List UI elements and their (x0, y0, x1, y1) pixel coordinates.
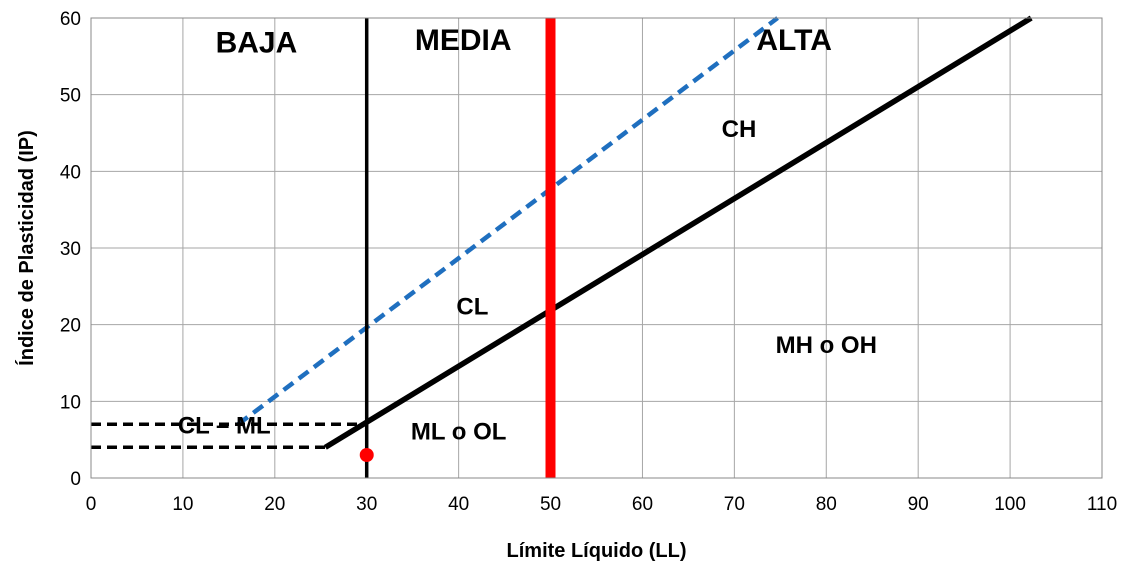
y-tick-label: 0 (70, 469, 81, 490)
x-tick-label: 40 (448, 494, 469, 515)
x-tick-label: 60 (632, 494, 653, 515)
x-tick-label: 20 (264, 494, 285, 515)
data-point (359, 448, 374, 462)
x-tick-label: 80 (816, 494, 837, 515)
y-tick-label: 60 (60, 9, 81, 30)
zone-label: BAJA (216, 27, 298, 60)
x-tick-label: 90 (908, 494, 929, 515)
plot-area-border (90, 17, 1103, 479)
y-axis-title: Índice de Plasticidad (IP) (15, 130, 38, 366)
series-layer (91, 15, 1033, 478)
series-line-u-line (236, 16, 779, 427)
x-tick-label: 30 (356, 494, 377, 515)
zone-label: CH (722, 116, 757, 143)
data-points (359, 448, 374, 462)
x-axis-title: Límite Líquido (LL) (507, 540, 687, 562)
x-tick-label: 70 (724, 494, 745, 515)
y-tick-label: 20 (60, 316, 81, 337)
y-tick-label: 40 (60, 162, 81, 183)
y-axis-ticks: 0 10 20 30 40 50 60 (60, 9, 81, 490)
series-line-a-line (323, 15, 1033, 450)
gridlines (90, 17, 1103, 479)
zone-labels: BAJA MEDIA ALTA CH CL MH o OH ML o OL CL – ML (178, 24, 877, 445)
zone-label: MEDIA (415, 24, 512, 57)
zone-label: MH o OH (776, 332, 877, 359)
x-tick-label: 50 (540, 494, 561, 515)
x-tick-label: 100 (994, 494, 1026, 515)
x-tick-label: 10 (172, 494, 193, 515)
x-tick-label: 110 (1087, 494, 1117, 515)
x-tick-label: 0 (86, 494, 97, 515)
y-tick-label: 50 (60, 86, 81, 107)
y-tick-label: 30 (60, 239, 81, 260)
zone-label: CL – ML (178, 413, 271, 440)
y-tick-label: 10 (60, 392, 81, 413)
x-axis-ticks: 0 10 20 30 40 50 60 70 80 90 100 110 (86, 494, 1117, 515)
zone-label: CL (456, 294, 488, 321)
zone-label: ML o OL (411, 419, 507, 446)
zone-label: ALTA (756, 24, 832, 57)
